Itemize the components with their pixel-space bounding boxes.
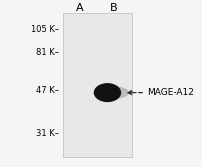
Ellipse shape xyxy=(94,86,129,99)
Text: 31 K–: 31 K– xyxy=(36,129,59,138)
Text: A: A xyxy=(76,3,84,13)
Text: B: B xyxy=(110,3,118,13)
Text: MAGE-A12: MAGE-A12 xyxy=(147,88,194,97)
Text: 47 K–: 47 K– xyxy=(36,87,59,96)
Bar xyxy=(63,13,132,157)
Text: 105 K–: 105 K– xyxy=(31,25,59,34)
Text: 81 K–: 81 K– xyxy=(36,48,59,57)
Ellipse shape xyxy=(94,83,121,102)
